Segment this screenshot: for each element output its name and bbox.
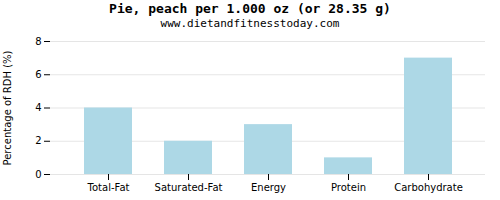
svg-text:4: 4	[35, 102, 41, 113]
svg-text:8: 8	[35, 36, 41, 47]
html-text:Pie, peach per 1.000 oz (or 28: Pie, peach per 1.000 oz (or 28.35 g)	[109, 1, 391, 16]
svg-text:Total-Fat: Total-Fat	[87, 182, 130, 193]
svg-text:6: 6	[35, 69, 41, 80]
svg-text:Energy: Energy	[251, 182, 286, 193]
html-text:www.dietandfitnesstoday.com: www.dietandfitnesstoday.com	[160, 17, 340, 30]
svg-text:Percentage of RDH (%): Percentage of RDH (%)	[2, 50, 13, 165]
svg-text:0: 0	[35, 169, 41, 180]
svg-text:Carbohydrate: Carbohydrate	[394, 182, 463, 193]
svg-text:2: 2	[35, 135, 41, 146]
svg-text:Protein: Protein	[331, 182, 366, 193]
svg-text:Saturated-Fat: Saturated-Fat	[155, 182, 223, 193]
